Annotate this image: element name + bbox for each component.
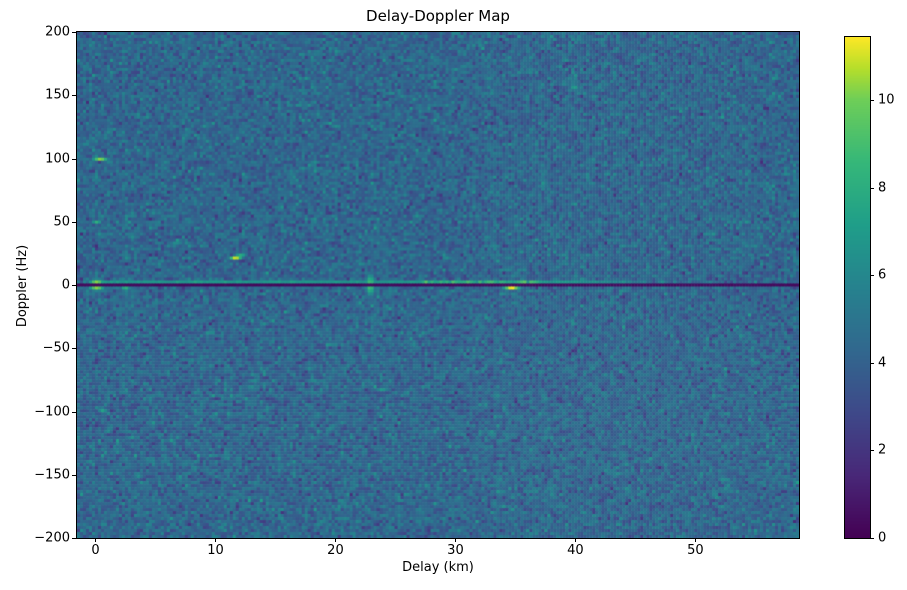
colorbar-tick-mark — [870, 362, 874, 364]
colorbar-tick-label: 6 — [878, 267, 887, 283]
colorbar-tick-label: 0 — [878, 530, 887, 546]
x-tick-label: 0 — [91, 543, 100, 558]
x-tick-label: 50 — [687, 543, 704, 558]
colorbar-gradient — [844, 36, 871, 539]
y-tick-label: 150 — [45, 87, 70, 103]
plot-title: Delay-Doppler Map — [366, 7, 510, 25]
y-axis-label: Doppler (Hz) — [15, 244, 30, 328]
x-tick-mark — [335, 538, 337, 542]
y-tick-mark — [72, 95, 76, 97]
colorbar-tick-label: 8 — [878, 180, 887, 196]
x-tick-mark — [215, 538, 217, 542]
y-tick-mark — [72, 158, 76, 160]
y-tick-label: −200 — [34, 530, 70, 546]
y-tick-mark — [72, 348, 76, 350]
y-tick-label: −100 — [34, 404, 70, 419]
y-tick-label: −50 — [42, 340, 70, 356]
colorbar-tick-mark — [870, 187, 874, 189]
x-tick-label: 20 — [327, 543, 344, 558]
y-tick-label: 50 — [53, 214, 70, 230]
colorbar-tick-mark — [870, 450, 874, 452]
colorbar-tick-mark — [870, 538, 874, 539]
x-tick-label: 40 — [567, 543, 584, 558]
x-tick-label: 10 — [207, 543, 224, 558]
y-tick-label: 100 — [45, 151, 70, 166]
x-tick-mark — [695, 538, 697, 542]
y-tick-label: 0 — [61, 277, 70, 293]
y-tick-label: −150 — [34, 467, 70, 483]
x-tick-label: 30 — [447, 543, 464, 558]
y-tick-mark — [72, 474, 76, 476]
x-tick-mark — [455, 538, 457, 542]
y-tick-mark — [72, 285, 76, 286]
y-tick-mark — [72, 411, 76, 413]
x-tick-mark — [575, 538, 577, 542]
colorbar-tick-label: 4 — [878, 355, 887, 371]
y-tick-mark — [72, 538, 76, 539]
x-tick-mark — [95, 538, 97, 542]
colorbar-tick-label: 2 — [878, 442, 887, 458]
y-tick-label: 200 — [45, 24, 70, 40]
x-axis-label: Delay (km) — [402, 560, 474, 575]
y-tick-mark — [72, 221, 76, 223]
colorbar-tick-mark — [870, 275, 874, 277]
delay-doppler-heatmap — [76, 31, 800, 539]
colorbar-tick-mark — [870, 100, 874, 102]
y-tick-mark — [72, 32, 76, 33]
colorbar-tick-label: 10 — [878, 92, 895, 108]
